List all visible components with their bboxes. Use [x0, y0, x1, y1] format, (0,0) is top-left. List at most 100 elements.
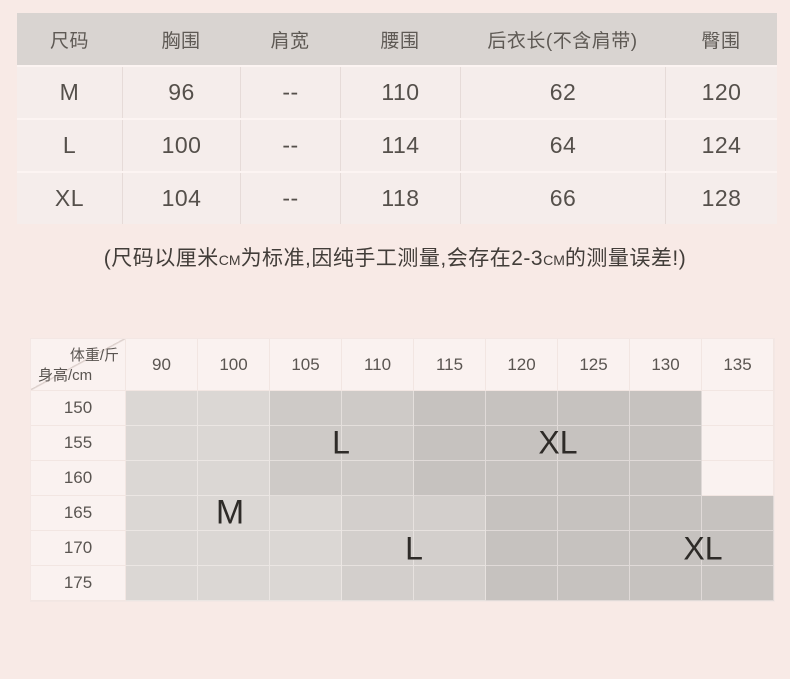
weight-header-cell: 90 [126, 339, 198, 391]
size-zone-label-xl-lower: XL [683, 530, 723, 567]
size-table-row-l: L 100 -- 114 64 124 [17, 118, 777, 171]
fit-grid-cell [342, 461, 414, 496]
cell-chest: 96 [122, 67, 240, 118]
size-zone-label-l-upper: L [332, 424, 350, 461]
height-header-cell: 155 [31, 426, 126, 461]
cell-shoulder: -- [240, 173, 340, 224]
fit-grid-cell [630, 566, 702, 601]
weight-header-cell: 100 [198, 339, 270, 391]
fit-grid-cell [270, 461, 342, 496]
fit-grid-cell [702, 566, 774, 601]
fit-grid-cell [414, 566, 486, 601]
cell-back-length: 64 [460, 120, 665, 171]
fit-grid-cell [702, 426, 774, 461]
note-text-2: 为标准,因纯手工测量,会存在2-3 [240, 247, 544, 270]
height-header-cell: 170 [31, 531, 126, 566]
fit-grid-cell [342, 496, 414, 531]
fit-grid-cell [342, 566, 414, 601]
fit-grid-cell [270, 426, 342, 461]
measurement-note: (尺码以厘米CM为标准,因纯手工测量,会存在2-3CM的测量误差!) [0, 238, 790, 280]
fit-grid-cell [342, 426, 414, 461]
header-hip: 臀围 [701, 30, 741, 52]
fit-grid-cell [198, 531, 270, 566]
header-shoulder: 肩宽 [270, 30, 310, 52]
header-chest: 胸围 [161, 30, 201, 52]
size-table-header-row: 尺码 胸围 肩宽 腰围 后衣长(不含肩带) 臀围 [17, 13, 777, 65]
weight-header-cell: 135 [702, 339, 774, 391]
fit-grid-cell [270, 531, 342, 566]
fit-grid-cell [270, 496, 342, 531]
fit-grid-cell [558, 496, 630, 531]
fit-grid-cell [630, 461, 702, 496]
note-text-3: 的测量误差!) [564, 247, 687, 270]
fit-grid-cell [198, 461, 270, 496]
cell-hip: 120 [665, 67, 777, 118]
size-zone-label-xl-upper: XL [538, 424, 578, 461]
fit-grid-cell [558, 566, 630, 601]
fit-grid-cell [486, 426, 558, 461]
fit-grid-cell [702, 531, 774, 566]
fit-grid-cell [558, 391, 630, 426]
size-table-row-xl: XL 104 -- 118 66 128 [17, 171, 777, 224]
fit-grid-cell [198, 496, 270, 531]
note-cm-unit-2: CM [543, 252, 565, 268]
fit-grid-cell [270, 566, 342, 601]
cell-size: XL [54, 185, 85, 211]
cell-size: L [62, 132, 77, 158]
fit-grid-cell [486, 391, 558, 426]
height-weight-table: 体重/斤 身高/cm 90 100 105 110 115 120 125 130 135 150… [30, 338, 775, 602]
weight-header-cell: 115 [414, 339, 486, 391]
cell-chest: 100 [122, 120, 240, 171]
fit-grid-cell [414, 426, 486, 461]
cell-hip: 128 [665, 173, 777, 224]
size-zone-label-m: M [215, 493, 245, 532]
fit-grid-cell [558, 426, 630, 461]
height-header-cell: 165 [31, 496, 126, 531]
fit-grid-cell [126, 531, 198, 566]
fit-grid-cell [126, 426, 198, 461]
weight-header-cell: 120 [486, 339, 558, 391]
fit-grid-cell [486, 461, 558, 496]
header-size: 尺码 [49, 30, 89, 52]
size-table: 尺码 胸围 肩宽 腰围 后衣长(不含肩带) 臀围 M 96 -- 110 62 … [17, 13, 777, 224]
cell-size: M [59, 79, 80, 105]
weight-header-cell: 105 [270, 339, 342, 391]
cell-shoulder: -- [240, 67, 340, 118]
cell-back-length: 62 [460, 67, 665, 118]
fit-grid-cell [126, 461, 198, 496]
size-zone-label-l-lower: L [405, 530, 423, 567]
fit-grid-cell [558, 531, 630, 566]
height-header-cell: 160 [31, 461, 126, 496]
cell-shoulder: -- [240, 120, 340, 171]
cell-back-length: 66 [460, 173, 665, 224]
cell-waist: 114 [340, 120, 460, 171]
fit-grid-cell [486, 531, 558, 566]
weight-header-cell: 125 [558, 339, 630, 391]
fit-grid-cell [198, 566, 270, 601]
fit-grid-cell [702, 391, 774, 426]
cell-chest: 104 [122, 173, 240, 224]
weight-header-cell: 130 [630, 339, 702, 391]
fit-grid-cell [126, 496, 198, 531]
height-axis-label: 身高/cm [38, 367, 93, 384]
fit-grid-cell [630, 426, 702, 461]
fit-grid-cell [126, 566, 198, 601]
height-header-cell: 150 [31, 391, 126, 426]
fit-grid-cell [414, 531, 486, 566]
header-waist: 腰围 [380, 30, 420, 52]
fit-grid-cell [486, 566, 558, 601]
fit-grid-cell [270, 391, 342, 426]
weight-axis-label: 体重/斤 [69, 347, 119, 364]
size-table-row-m: M 96 -- 110 62 120 [17, 65, 777, 118]
height-header-cell: 175 [31, 566, 126, 601]
fit-grid-cell [414, 391, 486, 426]
fit-grid-cell [414, 496, 486, 531]
fit-grid-cell [198, 391, 270, 426]
fit-grid-cell [342, 391, 414, 426]
note-text-1: (尺码以厘米 [103, 247, 219, 270]
fit-grid-cell [126, 391, 198, 426]
cell-hip: 124 [665, 120, 777, 171]
fit-grid-cell [630, 391, 702, 426]
fit-corner-cell: 体重/斤 身高/cm [31, 339, 126, 391]
fit-grid: 体重/斤 身高/cm 90 100 105 110 115 120 125 130 135 150… [30, 338, 775, 602]
